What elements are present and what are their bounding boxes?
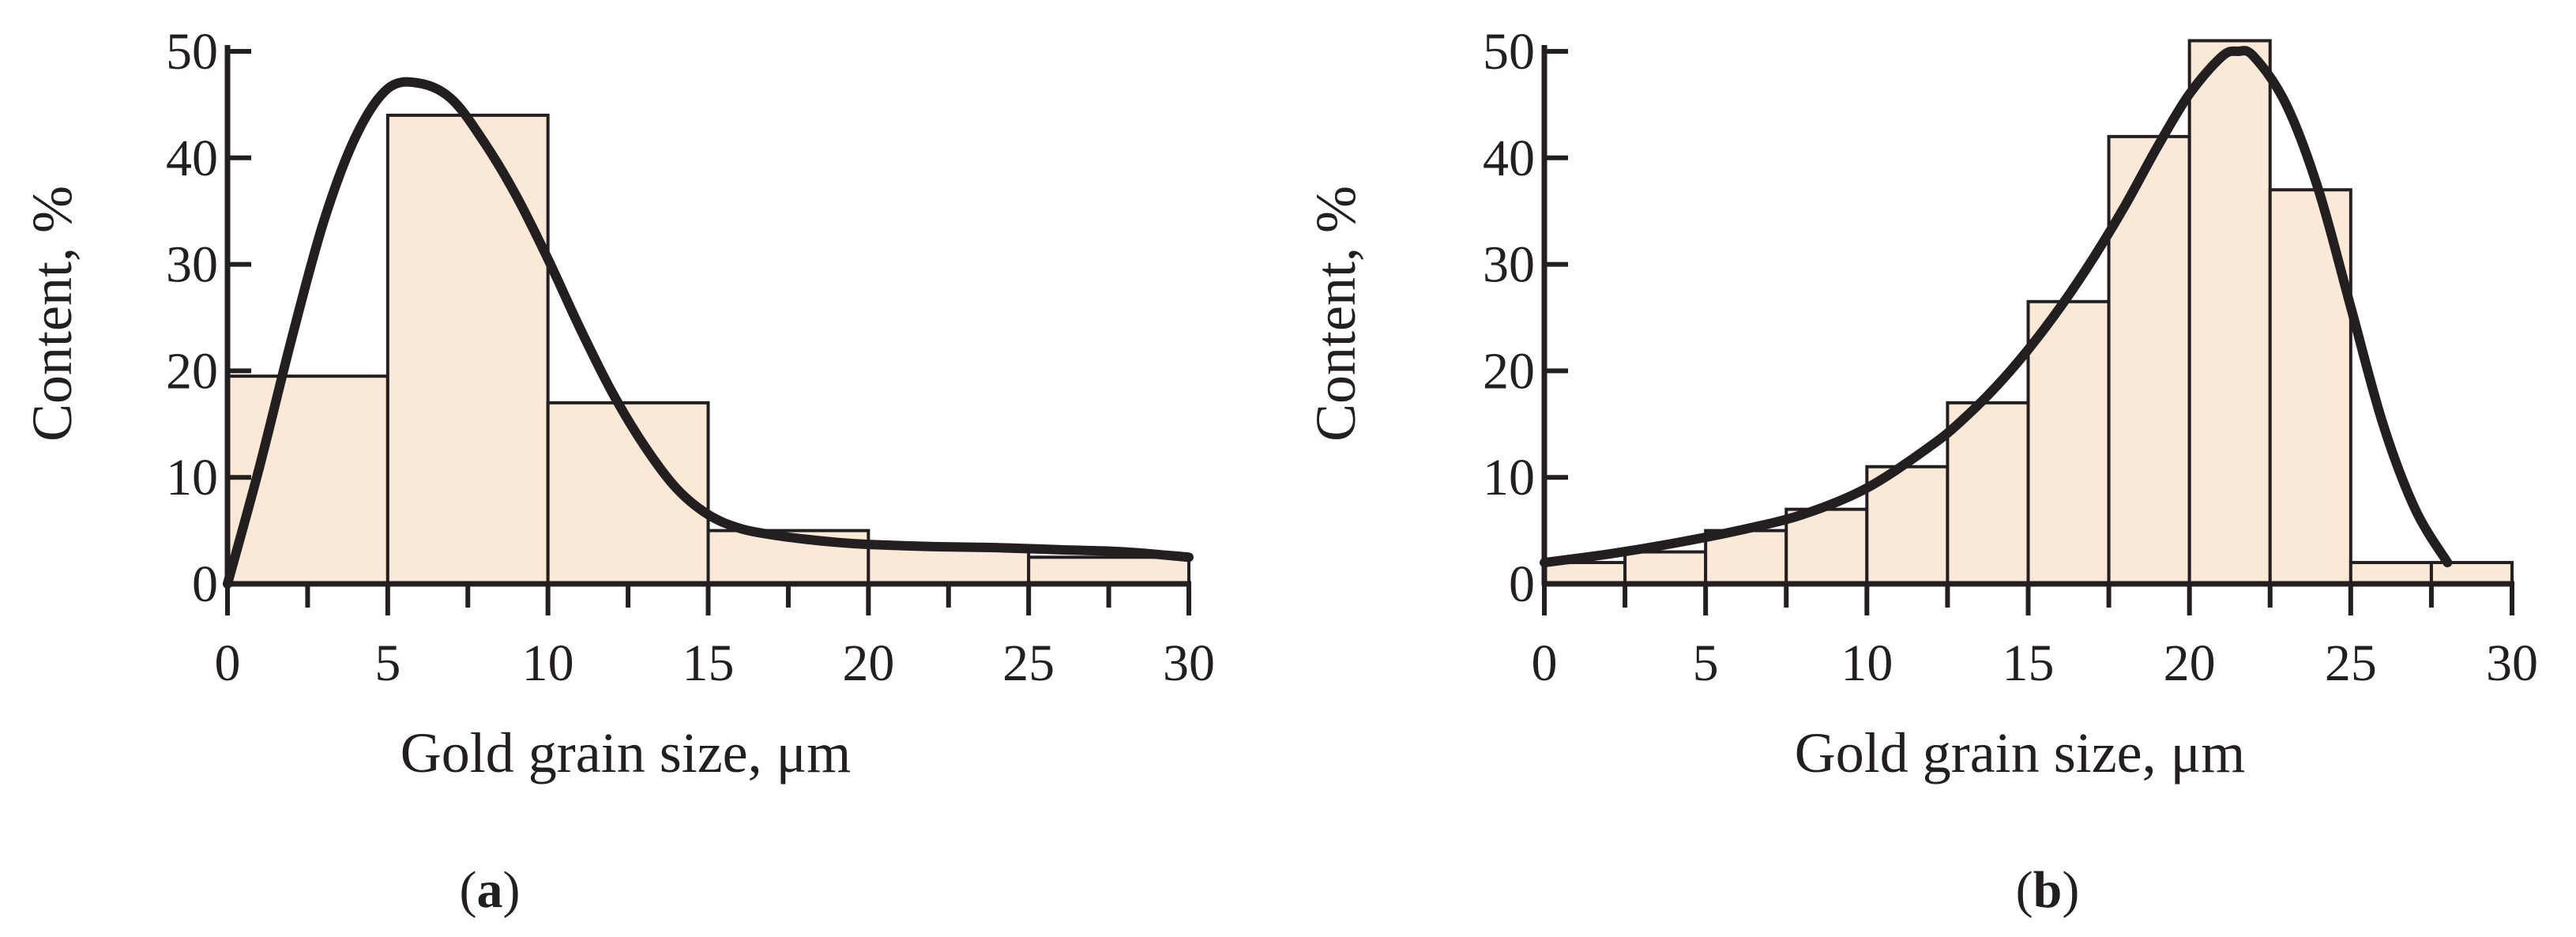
x-tick-label-a-5: 25	[1002, 634, 1055, 692]
x-tick-label-a-1: 5	[374, 634, 401, 692]
bar-a-5	[1027, 555, 1190, 585]
chart-panel-a: (a) 0 10 20 30 40 50 0 5 10 15 20 25 30 Gold grain si…	[21, 23, 1215, 919]
x-tick-label-b-4: 20	[2164, 634, 2216, 692]
bar-b-10	[2348, 561, 2433, 585]
x-axis-title-b: Gold grain size, μm	[1795, 721, 2245, 785]
x-tick-label-b-1: 5	[1693, 634, 1719, 692]
x-tick-label-b-6: 30	[2486, 634, 2538, 692]
chart-panel-b: (b) 0 10 20 30 40 50 0 5 10 15 20 25 30 Gold grain si…	[1304, 23, 2538, 919]
y-tick-label-a-0: 0	[192, 555, 218, 613]
y-tick-label-b-1: 10	[1483, 449, 1535, 506]
bar-b-1	[1623, 550, 1708, 585]
y-axis-title-a: Content, %	[21, 186, 84, 442]
y-tick-label-a-3: 30	[166, 236, 218, 294]
y-axis-title-b: Content, %	[1304, 186, 1367, 442]
y-tick-label-b-2: 20	[1483, 342, 1535, 400]
x-tick-label-a-2: 10	[522, 634, 574, 692]
x-tick-label-a-0: 0	[215, 634, 241, 692]
y-tick-label-a-5: 50	[166, 23, 218, 81]
bars-b	[1543, 39, 2514, 586]
x-tick-label-a-6: 30	[1163, 634, 1215, 692]
y-tick-label-a-4: 40	[166, 130, 218, 187]
x-tick-label-b-2: 10	[1841, 634, 1893, 692]
panel-label-b: (b)	[2016, 861, 2080, 919]
x-tick-label-b-0: 0	[1532, 634, 1558, 692]
x-axis-title-a: Gold grain size, μm	[401, 721, 851, 785]
x-tick-label-a-4: 20	[842, 634, 894, 692]
fit-curve-b	[1540, 46, 2453, 568]
bar-b-6	[2026, 299, 2111, 585]
bar-b-8	[2187, 39, 2272, 585]
y-tick-label-a-2: 20	[166, 342, 218, 400]
y-tick-label-b-4: 40	[1483, 130, 1535, 187]
bar-b-5	[1946, 401, 2030, 585]
y-tick-label-a-1: 10	[166, 449, 218, 506]
bar-b-11	[2429, 561, 2514, 585]
fit-curve-a	[223, 77, 1194, 589]
bar-a-1	[385, 113, 550, 585]
y-tick-label-b-5: 50	[1483, 23, 1535, 81]
x-tick-label-b-5: 25	[2325, 634, 2377, 692]
panel-label-a: (a)	[460, 861, 521, 919]
x-tick-label-a-3: 15	[683, 634, 735, 692]
y-tick-label-b-0: 0	[1509, 555, 1535, 613]
x-tick-label-b-3: 15	[2003, 634, 2055, 692]
y-tick-label-b-3: 30	[1483, 236, 1535, 294]
